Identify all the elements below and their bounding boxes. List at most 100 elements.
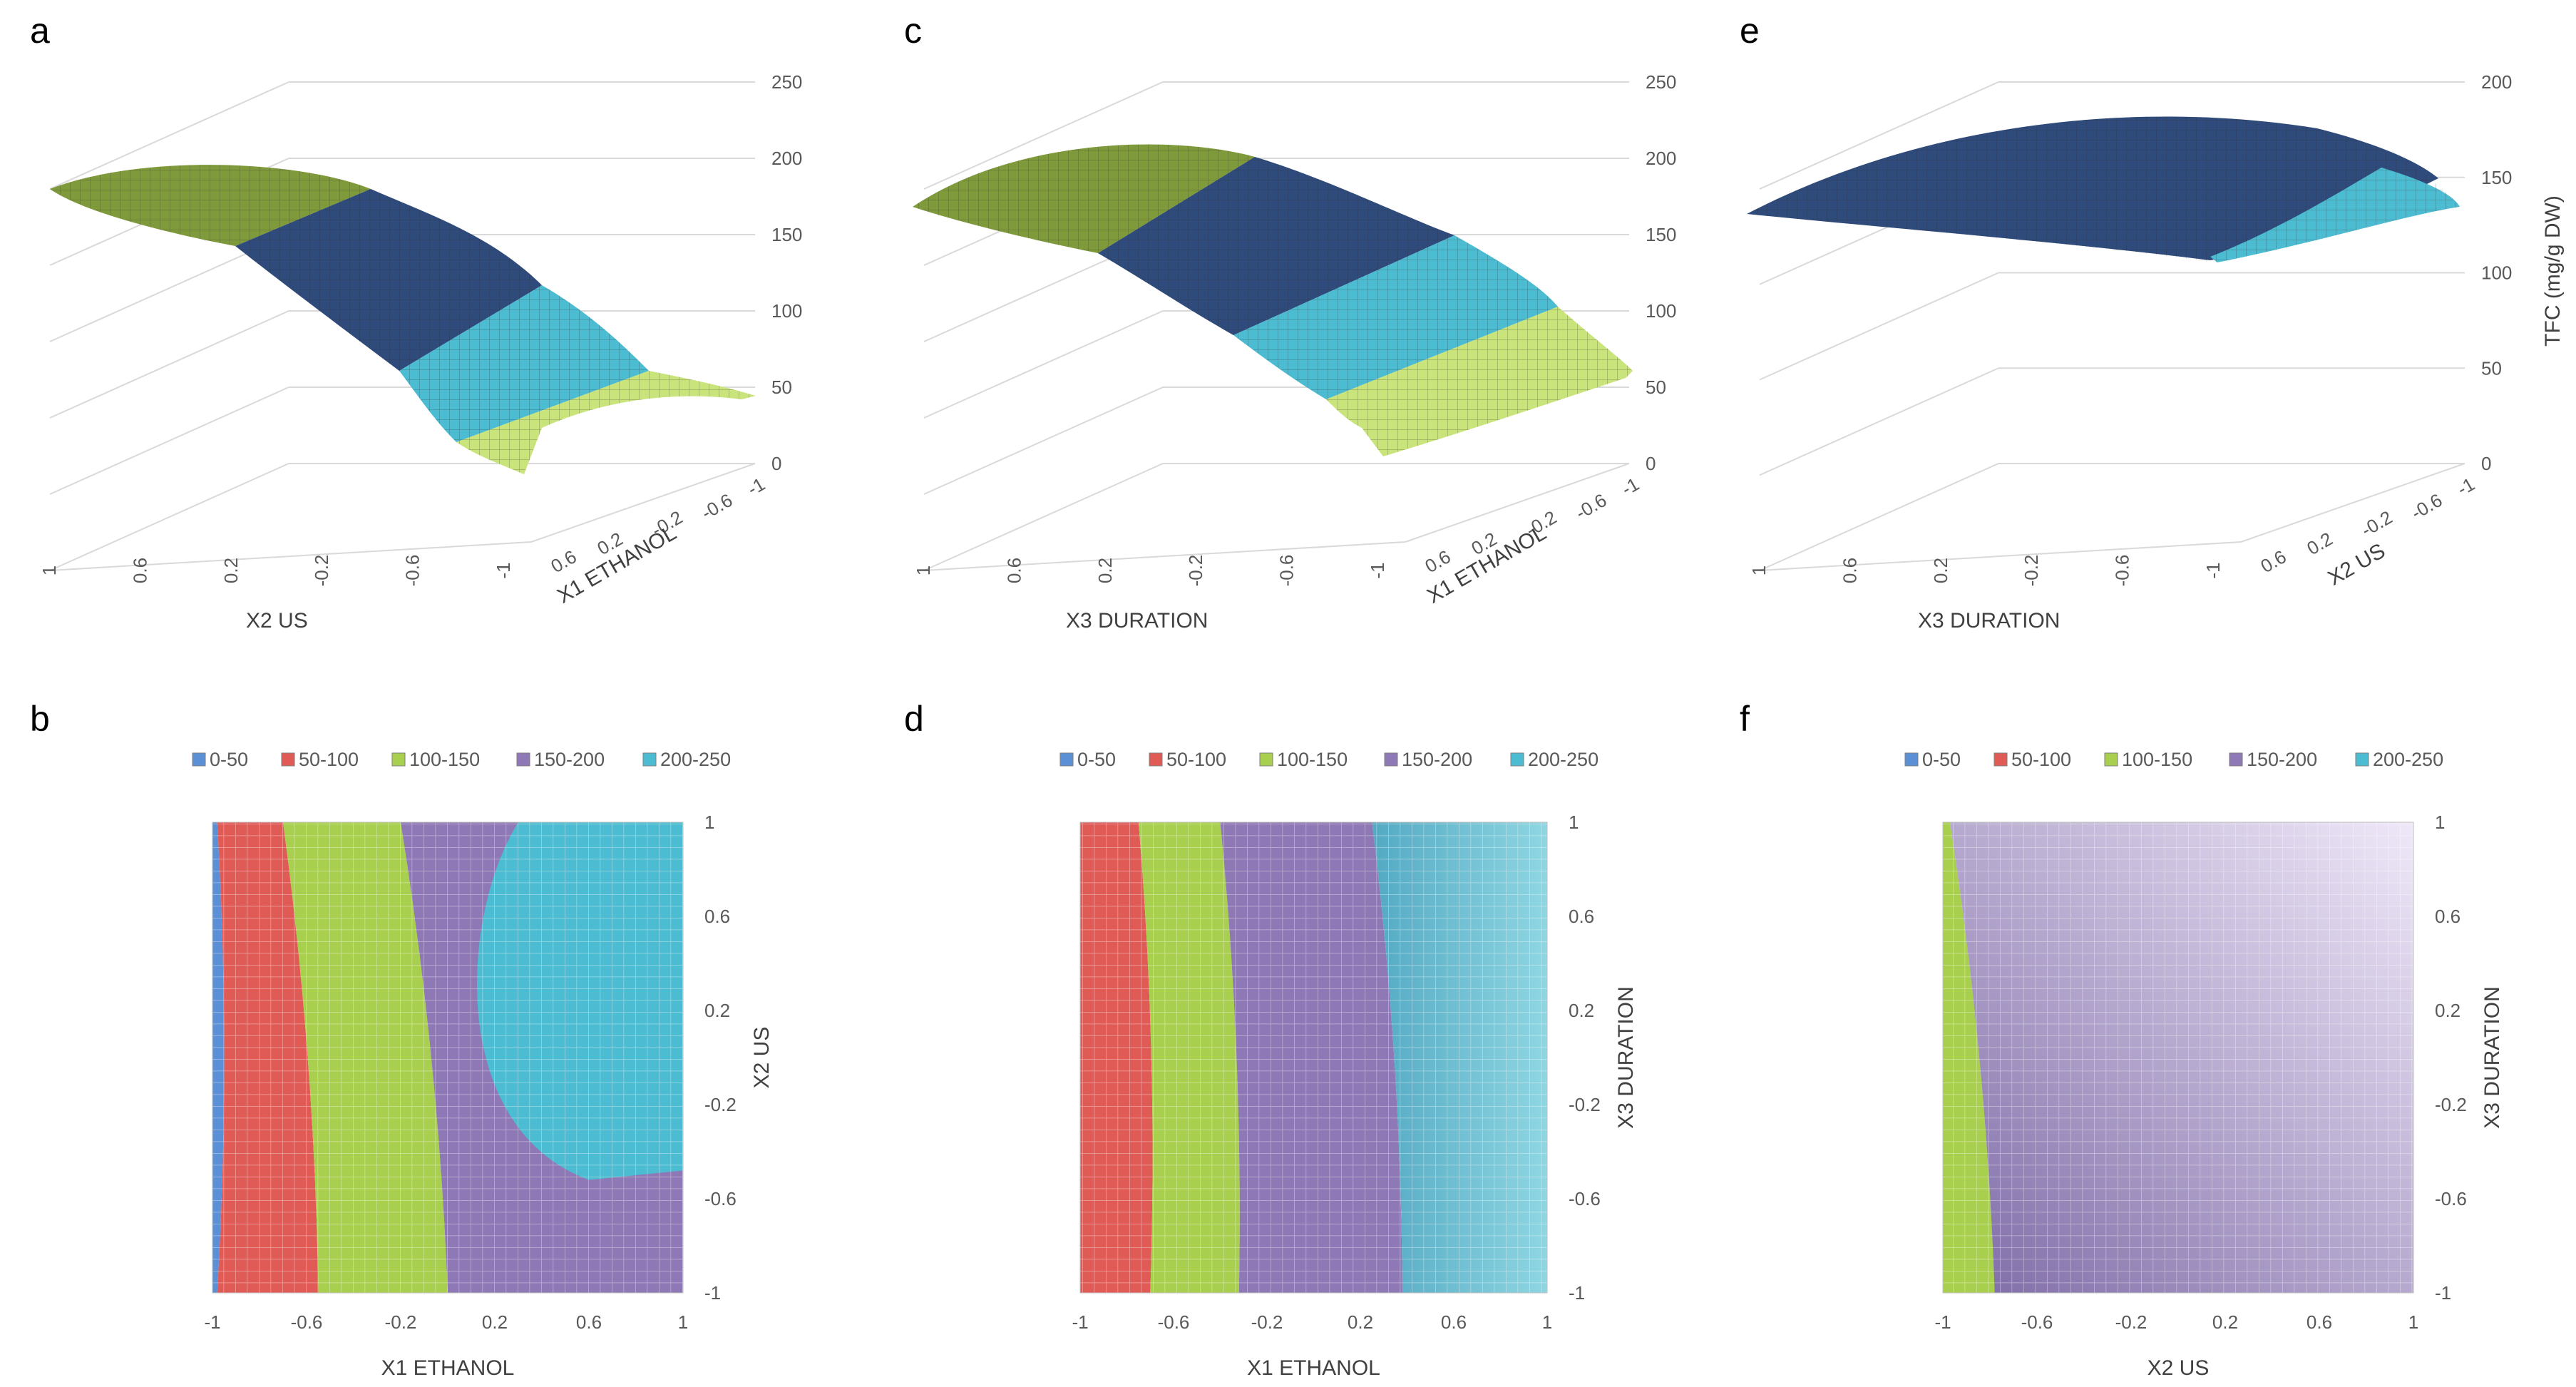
- y-tick-label: 1: [2435, 812, 2445, 833]
- panel-label-f: f: [1740, 699, 1750, 739]
- side-gridline: [49, 310, 289, 419]
- y-tick-label: 0.6: [704, 906, 730, 927]
- depth-tick-label: -0.6: [698, 489, 737, 523]
- side-gridline: [1759, 367, 1999, 476]
- plot-frame: [1079, 822, 1548, 1294]
- y-tick-label: -0.2: [1569, 1094, 1601, 1115]
- x-tick-label: -1: [493, 562, 514, 578]
- depth-tick-label: 0.6: [547, 546, 580, 577]
- surface-plot-e: 200 150 100 50 0 1 0.6 0.2 -0.2 -0.6 -1 -1 -0.6 -0.2 0…: [1747, 71, 2565, 633]
- legend-swatch: [2229, 752, 2243, 767]
- x-tick-label: -0.6: [291, 1311, 323, 1333]
- depth-tick-label: 0.2: [2303, 528, 2336, 559]
- plot-frame: [1942, 822, 2414, 1294]
- x-tick-label: 1: [2408, 1311, 2418, 1333]
- x-axis-title: X2 US: [246, 609, 308, 633]
- y-tick-label: -1: [2435, 1282, 2451, 1304]
- z-tick-label: 200: [771, 148, 802, 169]
- panel-label-d: d: [904, 699, 924, 739]
- side-gridline: [923, 81, 1164, 190]
- side-gridline: [1759, 81, 1999, 190]
- side-gridline: [49, 463, 289, 571]
- contour-plot-d: 0-50 50-100 100-150 150-200 200-250 -1 -0.6 -0.…: [1059, 749, 1638, 1380]
- x-tick-label: -0.6: [402, 555, 424, 587]
- legend-label: 0-50: [1922, 749, 1961, 770]
- x-tick-label: 0.6: [576, 1311, 602, 1333]
- x-axis-title: X3 DURATION: [1066, 609, 1208, 633]
- legend-label: 200-250: [2373, 749, 2443, 770]
- x-tick-label: 0.2: [1930, 558, 1951, 583]
- x-tick-label: 0.2: [482, 1311, 508, 1333]
- legend-label: 50-100: [1166, 749, 1226, 770]
- depth-tick-label: -1: [1618, 473, 1643, 500]
- legend-label: 200-250: [1528, 749, 1599, 770]
- legend-swatch: [281, 752, 295, 767]
- x-tick-label: 0.2: [1094, 558, 1116, 583]
- z-tick-label: 250: [1646, 71, 1676, 93]
- y-axis-title: X2 US: [750, 1027, 774, 1089]
- y-tick-label: -1: [704, 1282, 721, 1304]
- legend-swatch: [391, 752, 406, 767]
- side-gridline: [1759, 463, 1999, 571]
- x-tick-label: -1: [1934, 1311, 1951, 1333]
- z-tick-label: 250: [771, 71, 802, 93]
- z-tick-label: 200: [1646, 148, 1676, 169]
- side-gridline: [49, 81, 289, 190]
- z-tick-label: 50: [771, 377, 792, 398]
- x-tick-label: -0.6: [2112, 555, 2133, 587]
- z-tick-label: 0: [771, 453, 781, 474]
- depth-tick-label: 0.6: [2257, 546, 2289, 577]
- z-axis-title: TFC (mg/g DW): [2541, 195, 2565, 347]
- legend-swatch: [2355, 752, 2369, 767]
- side-gridline: [1759, 272, 1999, 381]
- x-tick-label: -0.6: [2021, 1311, 2053, 1333]
- x-tick-label: 0.2: [220, 558, 242, 583]
- x-tick-label: -0.6: [1158, 1311, 1190, 1333]
- x-axis-title: X3 DURATION: [1918, 609, 2060, 633]
- z-tick-label: 0: [2481, 453, 2491, 474]
- floor-edge: [923, 541, 1406, 571]
- x-tick-label: -0.2: [1251, 1311, 1283, 1333]
- legend-swatch: [1149, 752, 1163, 767]
- z-tick-label: 50: [1646, 377, 1666, 398]
- x-tick-label: -0.2: [311, 555, 332, 587]
- x-tick-label: 0.2: [1348, 1311, 1373, 1333]
- y-tick-label: 0.2: [2435, 1000, 2460, 1021]
- floor-edge: [49, 541, 532, 571]
- x-tick-label: 1: [678, 1311, 688, 1333]
- contour-plot-b: 0-50 50-100 100-150 150-200 200-250 -1 -0.6 -0.…: [192, 749, 774, 1380]
- z-tick-label: 200: [2481, 71, 2512, 93]
- surface-grid-a: [49, 81, 756, 571]
- surface-mesh-a: [50, 165, 756, 474]
- depth-tick-label: -0.6: [1572, 489, 1611, 523]
- contour-plot-f: 0-50 50-100 100-150 150-200 200-250 -1 -0.6 -0.…: [1904, 749, 2504, 1380]
- legend-swatch: [192, 752, 206, 767]
- legend-label: 150-200: [2247, 749, 2317, 770]
- x-tick-label: 1: [1542, 1311, 1552, 1333]
- panel-label-b: b: [30, 699, 50, 739]
- x-tick-label: -1: [204, 1311, 220, 1333]
- x-tick-label: 1: [1748, 565, 1770, 575]
- panel-label-c: c: [904, 11, 922, 51]
- x-tick-label: -1: [1072, 1311, 1088, 1333]
- legend-swatch: [1510, 752, 1524, 767]
- contour-mesh: [212, 822, 683, 1293]
- x-tick-label: -0.6: [1276, 555, 1298, 587]
- y-axis-title: X3 DURATION: [2480, 986, 2504, 1128]
- x-axis-title: X2 US: [2147, 1356, 2210, 1380]
- surface-mesh-e: [1747, 116, 2460, 262]
- legend-swatch: [1993, 752, 2008, 767]
- y-tick-label: -0.6: [2435, 1188, 2467, 1209]
- y-axis-title: X3 DURATION: [1614, 986, 1638, 1128]
- x-tick-label: -0.2: [2021, 555, 2042, 587]
- legend-label: 150-200: [1402, 749, 1472, 770]
- contour-mesh: [1943, 822, 2413, 1293]
- z-tick-label: 0: [1646, 453, 1656, 474]
- legend-swatch: [1904, 752, 1919, 767]
- legend-swatch: [642, 752, 657, 767]
- legend-label: 0-50: [210, 749, 248, 770]
- y-tick-label: -0.6: [1569, 1188, 1601, 1209]
- y-tick-label: 0.2: [704, 1000, 730, 1021]
- y-tick-label: 0.6: [1569, 906, 1594, 927]
